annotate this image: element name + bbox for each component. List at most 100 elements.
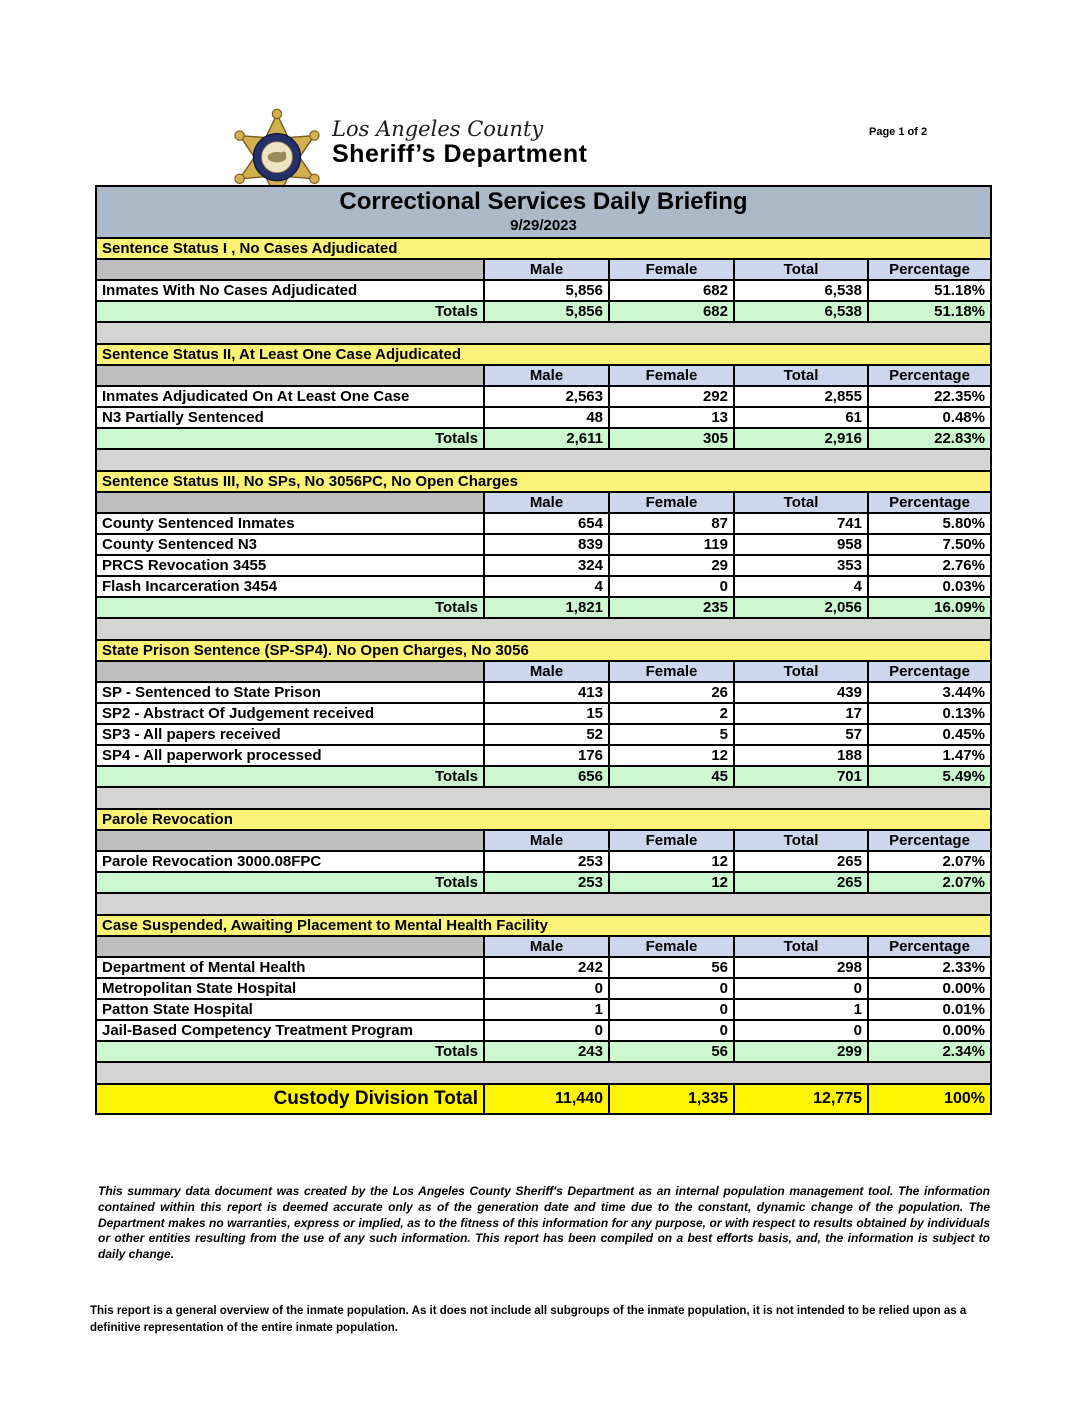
percentage-value: 7.50% [867,533,992,556]
total-value: 61 [733,406,869,429]
grand-total-row: Custody Division Total 11,440 1,335 12,775 1… [95,1083,992,1115]
daily-briefing-table: Correctional Services Daily Briefing 9/2… [95,185,992,1115]
column-header-male: Male [483,364,610,387]
spacer-cell [95,449,992,471]
column-header-row: Male Female Total Percentage [95,935,992,958]
percentage-value: 0.00% [867,977,992,1000]
total-value: 265 [733,850,869,873]
column-header-total: Total [733,364,869,387]
totals-label: Totals [95,1040,485,1063]
total-value: 17 [733,702,869,725]
row-label: PRCS Revocation 3455 [95,554,485,577]
totals-male-value: 253 [483,871,610,894]
column-header-female: Female [608,364,735,387]
data-row: SP - Sentenced to State Prison 413 26 439 3.… [95,681,992,704]
totals-male-value: 5,856 [483,300,610,323]
male-value: 52 [483,723,610,746]
agency-name-department: Sheriff’s Department [332,140,588,168]
section-title-row: Sentence Status II, At Least One Case Ad… [95,343,992,366]
row-label: Department of Mental Health [95,956,485,979]
column-header-male: Male [483,258,610,281]
totals-total-value: 265 [733,871,869,894]
column-header-female: Female [608,829,735,852]
female-value: 682 [608,279,735,302]
row-label: Inmates With No Cases Adjudicated [95,279,485,302]
spacer-cell [95,1062,992,1084]
column-header-row: Male Female Total Percentage [95,258,992,281]
column-header-row: Male Female Total Percentage [95,364,992,387]
female-value: 12 [608,850,735,873]
column-header-row: Male Female Total Percentage [95,829,992,852]
report-title: Correctional Services Daily Briefing [339,188,748,215]
totals-female-value: 305 [608,427,735,450]
percentage-value: 1.47% [867,744,992,767]
data-row: County Sentenced Inmates 654 87 741 5.80% [95,512,992,535]
totals-total-value: 6,538 [733,300,869,323]
section-title-row: Sentence Status III, No SPs, No 3056PC, … [95,470,992,493]
section-title: Parole Revocation [95,808,992,831]
male-value: 654 [483,512,610,535]
data-row: N3 Partially Sentenced 48 13 61 0.48% [95,406,992,429]
row-label: SP2 - Abstract Of Judgement received [95,702,485,725]
totals-label: Totals [95,765,485,788]
row-label: County Sentenced Inmates [95,512,485,535]
female-value: 119 [608,533,735,556]
column-header-female: Female [608,660,735,683]
totals-percentage-value: 16.09% [867,596,992,619]
section-title-row: Case Suspended, Awaiting Placement to Me… [95,914,992,937]
total-value: 353 [733,554,869,577]
row-label: Parole Revocation 3000.08FPC [95,850,485,873]
total-value: 57 [733,723,869,746]
row-label: Patton State Hospital [95,998,485,1021]
totals-female-value: 235 [608,596,735,619]
data-row: SP2 - Abstract Of Judgement received 15 2 1… [95,702,992,725]
grand-total-male-value: 11,440 [483,1083,610,1115]
row-label: Jail-Based Competency Treatment Program [95,1019,485,1042]
totals-row: Totals 5,856 682 6,538 51.18% [95,300,992,323]
totals-row: Totals 243 56 299 2.34% [95,1040,992,1063]
row-label: County Sentenced N3 [95,533,485,556]
female-value: 292 [608,385,735,408]
column-header-total: Total [733,660,869,683]
data-row: Jail-Based Competency Treatment Program 0… [95,1019,992,1042]
section-title-row: State Prison Sentence (SP-SP4). No Open … [95,639,992,662]
total-value: 0 [733,1019,869,1042]
spacer-cell [95,893,992,915]
percentage-value: 22.35% [867,385,992,408]
data-row: SP4 - All paperwork processed 176 12 188 1.4… [95,744,992,767]
female-value: 0 [608,1019,735,1042]
data-row: Patton State Hospital 1 0 1 0.01% [95,998,992,1021]
percentage-value: 0.48% [867,406,992,429]
agency-name: Los Angeles County Sheriff’s Department [332,101,587,168]
column-header-male: Male [483,660,610,683]
totals-male-value: 2,611 [483,427,610,450]
spacer-row [95,1062,992,1084]
totals-female-value: 682 [608,300,735,323]
female-value: 0 [608,998,735,1021]
row-header-spacer [95,491,485,514]
percentage-value: 2.33% [867,956,992,979]
spacer-row [95,322,992,344]
total-value: 188 [733,744,869,767]
data-row: Parole Revocation 3000.08FPC 253 12 265 2.07… [95,850,992,873]
percentage-value: 3.44% [867,681,992,704]
column-header-total: Total [733,491,869,514]
row-label: SP4 - All paperwork processed [95,744,485,767]
totals-total-value: 701 [733,765,869,788]
section-title: Sentence Status I , No Cases Adjudicated [95,237,992,260]
spacer-row [95,787,992,809]
total-value: 1 [733,998,869,1021]
totals-male-value: 656 [483,765,610,788]
totals-label: Totals [95,871,485,894]
totals-label: Totals [95,596,485,619]
totals-female-value: 45 [608,765,735,788]
male-value: 4 [483,575,610,598]
female-value: 0 [608,575,735,598]
daily-briefing-report: Correctional Services Daily Briefing 9/2… [95,185,992,1115]
column-header-percentage: Percentage [867,660,992,683]
column-header-female: Female [608,258,735,281]
total-value: 298 [733,956,869,979]
female-value: 5 [608,723,735,746]
percentage-value: 5.80% [867,512,992,535]
total-value: 6,538 [733,279,869,302]
